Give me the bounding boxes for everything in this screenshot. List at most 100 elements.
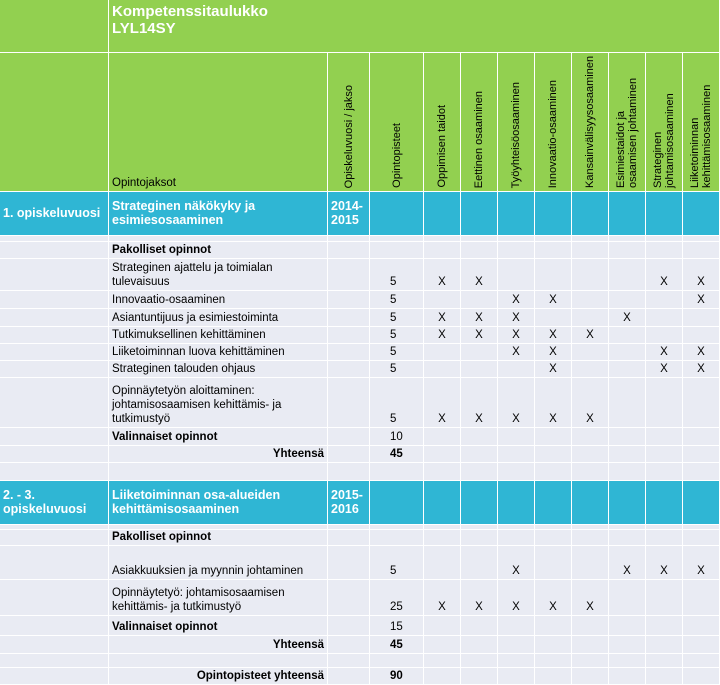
cell [0,616,109,636]
cell [0,259,109,291]
competence-cell [572,361,609,378]
credits: 25 [390,601,403,613]
spacer-cell [0,463,109,481]
competence-cell [498,530,535,546]
spacer-cell [461,654,498,668]
cell: 45 [370,636,424,654]
competence-cell [498,668,535,685]
competence-cell [683,481,720,525]
header-cell: Kansainvälisyysosaaminen [572,53,609,192]
cell [0,309,109,327]
credits: 10 [390,431,403,443]
competence-cell [646,530,683,546]
spacer-cell [109,654,328,668]
competence-cell [683,530,720,546]
competence-cell [609,378,646,428]
competence-cell: X [535,327,572,344]
competence-cell [535,546,572,580]
competence-cell [424,428,461,446]
spacer-cell [109,525,328,530]
competence-cell: X [535,378,572,428]
competence-cell [683,580,720,616]
cell [328,327,370,344]
cell: Pakolliset opinnot [109,242,328,259]
competence-mark: X [549,413,557,425]
competence-cell [498,446,535,463]
competence-cell [461,636,498,654]
course-name: Opinnäytetyön aloittaminen: johtamisosaa… [112,385,282,425]
cell: 10 [370,428,424,446]
competence-cell [535,668,572,685]
course-name: Asiakkuuksien ja myynnin johtaminen [112,565,304,577]
competence-cell [609,616,646,636]
competence-cell [609,580,646,616]
competence-cell [461,616,498,636]
competence-cell [535,636,572,654]
competence-cell [461,291,498,309]
header-cell: Työyhteisöosaaminen [498,53,535,192]
competence-cell [572,259,609,291]
course-name: Valinnaiset opinnot [112,621,218,633]
cell: Opintopisteet yhteensä [109,668,328,685]
cell: Strateginen talouden ohjaus [109,361,328,378]
table-title: Kompetenssitaulukko LYL14SY [112,3,268,37]
spacer-cell [683,463,720,481]
cell [328,446,370,463]
competence-cell [535,481,572,525]
spacer-cell [109,236,328,242]
competence-cell: X [646,259,683,291]
cell: 90 [370,668,424,685]
cell [0,636,109,654]
competence-cell [646,616,683,636]
spacer-cell [328,463,370,481]
cell: Tutkimuksellinen kehittäminen [109,327,328,344]
competence-mark: X [697,363,705,375]
competence-mark: X [549,601,557,613]
study-year: 1. opiskeluvuosi [3,206,101,220]
cell: Liiketoiminnan osa-alueiden kehittämisos… [109,481,328,525]
header-cell: Strateginen johtamisosaaminen [646,53,683,192]
column-header: Liiketoiminnan kehittämisosaaminen [689,84,713,188]
course-name: Opintopisteet yhteensä [196,670,324,682]
competence-mark: X [660,346,668,358]
column-header: Opintopisteet [390,123,403,188]
cell [328,361,370,378]
competence-cell [646,242,683,259]
competence-cell: X [498,309,535,327]
competence-mark: X [549,363,557,375]
cell [370,481,424,525]
competence-cell [461,481,498,525]
cell [328,428,370,446]
competence-cell [646,192,683,236]
competence-cell: X [424,309,461,327]
column-header: Kansainvälisyysosaaminen [584,55,596,188]
cell: 5 [370,327,424,344]
competence-cell: X [609,546,646,580]
cell: 15 [370,616,424,636]
competence-mark: X [586,413,594,425]
competence-cell: X [461,309,498,327]
competence-cell [461,428,498,446]
spacer-cell [0,525,109,530]
competence-cell: X [498,344,535,361]
competence-cell [498,242,535,259]
competence-cell [683,309,720,327]
competence-cell [609,668,646,685]
spacer-cell [370,463,424,481]
competence-mark: X [549,329,557,341]
cell [0,546,109,580]
competence-cell: X [572,580,609,616]
cell: 2. - 3. opiskeluvuosi [0,481,109,525]
spacer-cell [424,654,461,668]
cell: Innovaatio-osaaminen [109,291,328,309]
course-name: Strateginen talouden ohjaus [112,363,256,375]
course-name: Valinnaiset opinnot [112,431,218,443]
header-cell: Opiskeluvuosi / jakso [328,53,370,192]
course-name: Strateginen ajattelu ja toimialan tuleva… [112,262,273,288]
header-cell: Esimiestaidot ja osaamisen johtaminen [609,53,646,192]
competence-cell [424,481,461,525]
competence-mark: X [549,346,557,358]
competence-cell [646,481,683,525]
competence-cell [572,192,609,236]
competence-cell [572,616,609,636]
